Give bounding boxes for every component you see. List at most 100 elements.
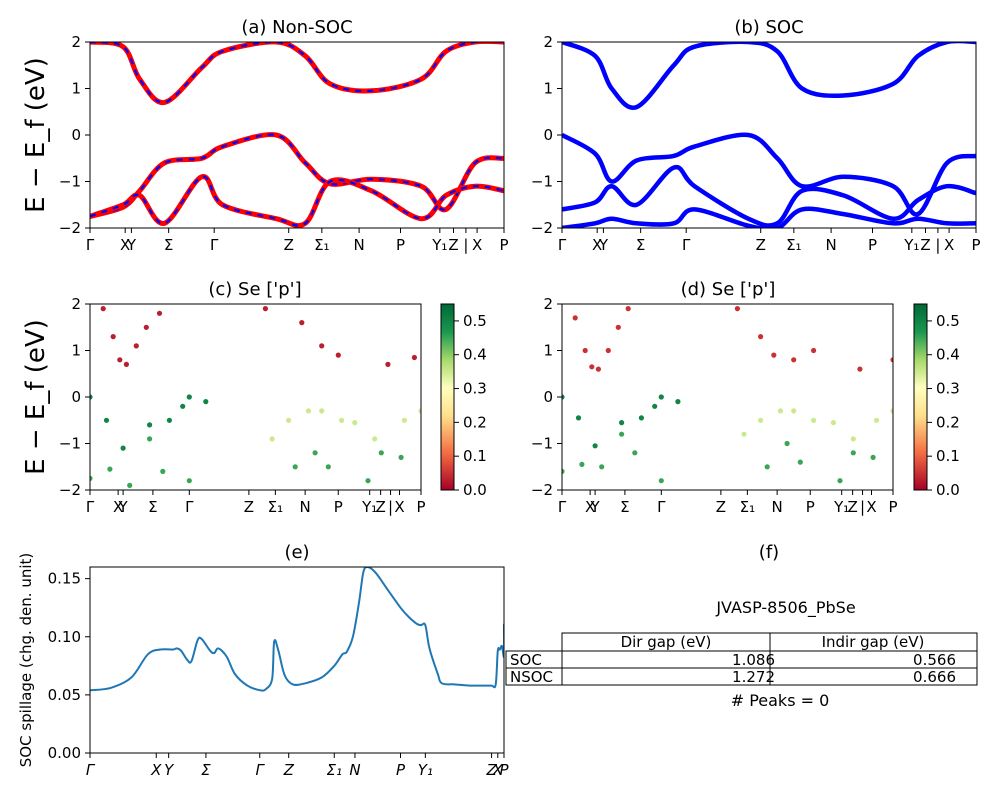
x-tick-label: P: [868, 236, 877, 254]
projection-point: [143, 324, 149, 330]
x-tick-label: Z: [283, 761, 295, 779]
x-tick-label: Γ: [256, 761, 266, 779]
projection-point: [562, 468, 565, 474]
x-tick-label: Γ: [86, 761, 96, 779]
projection-point: [873, 417, 880, 423]
x-tick-label: P: [334, 498, 343, 516]
x-tick-label: Z: [284, 236, 294, 254]
x-tick-label: Z: [920, 236, 930, 254]
x-tick-label: Σ₁: [314, 236, 330, 254]
x-tick-label: Y: [598, 236, 609, 254]
x-tick-label: X: [944, 236, 954, 254]
band-line-band3: [562, 164, 976, 228]
x-tick-label: Z: [756, 236, 766, 254]
y-tick-label: 2: [543, 295, 553, 313]
x-tick-label: Γ: [86, 236, 95, 254]
y-tick-label: −1: [531, 173, 553, 191]
projection-point: [418, 408, 421, 414]
projection-point: [890, 408, 893, 414]
x-tick-label: Σ: [620, 498, 629, 516]
x-tick-label: X: [866, 498, 876, 516]
projection-point: [186, 394, 192, 400]
x-tick-label: N: [353, 236, 364, 254]
band-dash-band3: [90, 175, 504, 227]
table-title: JVASP-8506_PbSe: [715, 598, 855, 618]
projection-point: [764, 464, 770, 470]
colorbar-tick-label: 0.3: [463, 380, 487, 398]
projection-point: [117, 357, 123, 363]
projection-point: [156, 310, 163, 316]
y-tick-label: 0.10: [48, 628, 81, 646]
x-tick-label: X: [150, 761, 162, 779]
colorbar-tick-label: 0.4: [463, 346, 487, 364]
y-tick-label: −1: [531, 435, 553, 453]
projection-point: [592, 443, 598, 449]
projection-point: [401, 417, 407, 423]
projection-point: [269, 436, 275, 442]
y-tick-label: 0: [543, 126, 553, 144]
x-tick-label: Z: [847, 498, 857, 516]
table-header-indir: Indir gap (eV): [822, 633, 925, 651]
x-tick-label: Γ: [657, 498, 666, 516]
band-lines: [562, 42, 976, 228]
projection-point: [299, 320, 305, 326]
projection-point: [595, 366, 602, 372]
projection-point: [658, 394, 664, 400]
y-tick-label: −2: [531, 481, 553, 499]
panel-b-axes: 210−1−2Γ XY Σ Γ Z Σ₁ N P Y₁ Z | X P: [531, 33, 981, 254]
y-tick-label: 0: [543, 388, 553, 406]
projection-point: [378, 450, 384, 456]
y-tick-label: 1: [543, 80, 553, 98]
projection-point: [811, 347, 817, 354]
projection-point: [372, 436, 378, 442]
projection-point: [658, 478, 664, 484]
x-tick-label: Z: [375, 498, 385, 516]
y-tick-label: −2: [59, 481, 81, 499]
projection-point: [850, 436, 856, 442]
projection-point: [107, 466, 113, 472]
band-dash-band1: [90, 42, 504, 104]
projection-point: [890, 357, 893, 363]
x-tick-label: Y: [118, 498, 129, 516]
x-tick-label: Z: [716, 498, 726, 516]
y-tick-label: 1: [543, 342, 553, 360]
x-tick-label: X: [492, 761, 504, 779]
projection-point: [110, 334, 116, 340]
x-tick-label: Y₁: [833, 498, 849, 516]
y-label-spillage: SOC spillage (chg. den. unit): [17, 553, 35, 768]
x-tick-label: Γ: [185, 498, 194, 516]
projection-point: [286, 417, 292, 423]
y-tick-label: −1: [59, 435, 81, 453]
projection-point: [791, 408, 797, 414]
projection-point: [758, 417, 764, 423]
table-header-dir: Dir gap (eV): [621, 633, 712, 651]
projection-point: [771, 352, 777, 358]
projection-point: [605, 347, 611, 354]
panel-e-frame: [89, 566, 505, 754]
y-tick-label: 0.00: [48, 744, 81, 762]
panel-e-axes: 0.150.100.050.00Γ X Y Σ Γ Z Σ₁ N P Y₁ ZXP: [48, 566, 509, 779]
y-tick-label: 0: [71, 126, 81, 144]
x-tick-label: |: [463, 236, 468, 254]
panel-d-frame: [561, 303, 894, 491]
panel-e-title: (e): [284, 542, 309, 563]
spillage-line: [90, 567, 504, 692]
x-tick-label: Y: [126, 236, 137, 254]
y-tick-label: 1: [71, 80, 81, 98]
projection-point: [147, 422, 153, 428]
projection-point: [599, 464, 605, 470]
projection-point: [180, 403, 186, 409]
colorbar-tick-label: 0.3: [936, 380, 960, 398]
projection-point: [325, 464, 331, 470]
projection-point: [147, 436, 153, 442]
y-tick-label: 1: [71, 342, 81, 360]
projection-point: [837, 478, 843, 484]
panel-d-title: (d) Se ['p']: [681, 279, 776, 300]
projection-point: [638, 415, 645, 421]
panel-a-title: (a) Non-SOC: [241, 17, 352, 38]
panel-c-frame: [89, 303, 422, 491]
x-tick-label: Z: [485, 761, 497, 779]
projection-point: [385, 361, 391, 367]
table-cell: 1.272: [732, 668, 775, 686]
projection-point: [90, 394, 93, 400]
